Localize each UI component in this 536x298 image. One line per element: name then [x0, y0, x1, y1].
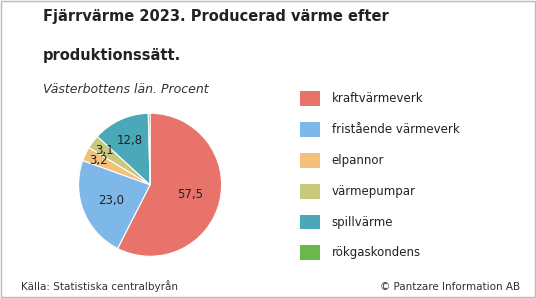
- Text: kraftvärmeverk: kraftvärmeverk: [332, 92, 423, 105]
- Text: Källa: Statistiska centralbyrån: Källa: Statistiska centralbyrån: [21, 280, 178, 292]
- FancyBboxPatch shape: [300, 122, 321, 137]
- Text: 3,2: 3,2: [89, 153, 108, 167]
- FancyBboxPatch shape: [300, 184, 321, 198]
- Wedge shape: [83, 148, 150, 185]
- FancyBboxPatch shape: [300, 153, 321, 168]
- Text: fristående värmeverk: fristående värmeverk: [332, 123, 459, 136]
- Text: elpannor: elpannor: [332, 154, 384, 167]
- Wedge shape: [117, 113, 221, 256]
- Text: Fjärrvärme 2023. Producerad värme efter: Fjärrvärme 2023. Producerad värme efter: [43, 9, 389, 24]
- Text: 57,5: 57,5: [177, 188, 204, 201]
- Text: © Pantzare Information AB: © Pantzare Information AB: [380, 282, 520, 292]
- Text: 3,1: 3,1: [95, 144, 114, 157]
- Text: 12,8: 12,8: [117, 134, 143, 147]
- Wedge shape: [148, 113, 150, 185]
- FancyBboxPatch shape: [300, 215, 321, 229]
- Text: värmepumpar: värmepumpar: [332, 185, 416, 198]
- Text: rökgaskondens: rökgaskondens: [332, 246, 421, 259]
- Text: 23,0: 23,0: [99, 193, 124, 207]
- Wedge shape: [79, 161, 150, 249]
- FancyBboxPatch shape: [300, 246, 321, 260]
- Text: Västerbottens län. Procent: Västerbottens län. Procent: [43, 83, 209, 97]
- Text: spillvärme: spillvärme: [332, 215, 393, 229]
- Wedge shape: [89, 136, 150, 185]
- Text: produktionssätt.: produktionssätt.: [43, 48, 181, 63]
- Wedge shape: [98, 113, 150, 185]
- FancyBboxPatch shape: [300, 91, 321, 106]
